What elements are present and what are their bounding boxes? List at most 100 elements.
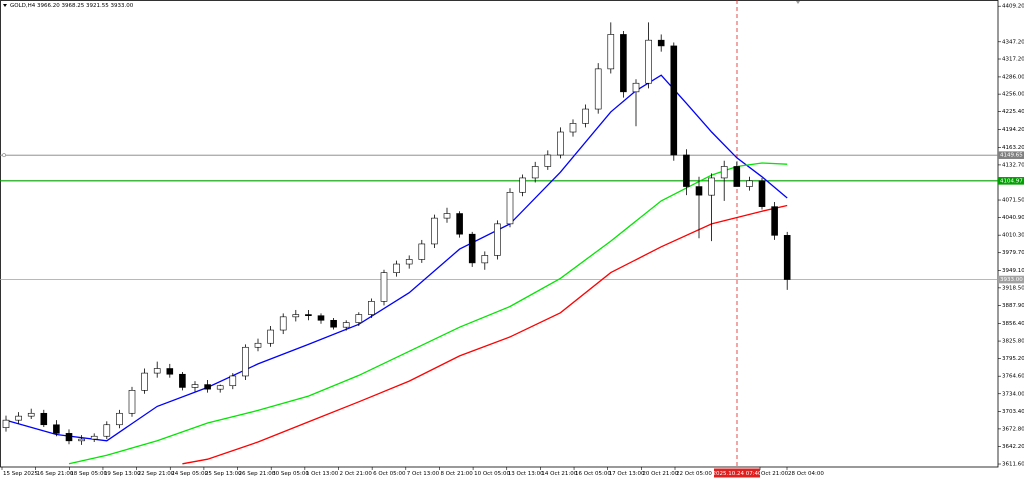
candle-body bbox=[456, 213, 463, 235]
x-tick-label: 2 Oct 21:00 bbox=[340, 471, 373, 477]
x-tick-label: 28 Oct 04:00 bbox=[788, 471, 824, 477]
candle-body bbox=[128, 390, 136, 414]
y-tick-label: 3642.20 bbox=[1002, 444, 1024, 450]
candle-body bbox=[2, 419, 10, 428]
price-label: 4104.97 bbox=[1000, 178, 1023, 184]
y-tick-label: 4010.30 bbox=[1002, 233, 1024, 239]
candle-body bbox=[65, 433, 73, 442]
price-label: 3933.00 bbox=[1000, 277, 1023, 283]
x-tick-label: 7 Oct 13:00 bbox=[407, 471, 440, 477]
y-tick-label: 3611.60 bbox=[1002, 462, 1024, 468]
y-tick-label: 4409.20 bbox=[1002, 4, 1024, 10]
candle-body bbox=[53, 424, 60, 434]
x-tick-label: 20 Oct 21:00 bbox=[642, 471, 678, 477]
y-tick-label: 3734.00 bbox=[1002, 391, 1024, 397]
candle-body bbox=[506, 191, 514, 225]
y-tick-label: 4286.00 bbox=[1002, 74, 1024, 80]
candle-body bbox=[443, 213, 451, 219]
y-tick-label: 4194.20 bbox=[1002, 127, 1024, 133]
candle-body bbox=[582, 108, 589, 124]
candle-body bbox=[645, 39, 652, 84]
candle-body bbox=[519, 177, 526, 193]
x-tick-label: 22 Oct 05:00 bbox=[676, 471, 712, 477]
candle-body bbox=[620, 34, 627, 93]
price-label-box bbox=[998, 275, 1024, 284]
y-tick-label: 3703.40 bbox=[1002, 409, 1024, 415]
x-tick-label: 15 Sep 2025 bbox=[3, 471, 38, 477]
x-tick-label: 6 Oct 05:00 bbox=[373, 471, 406, 477]
candle-body bbox=[746, 180, 753, 187]
x-tick-label: 30 Sep 05:00 bbox=[272, 471, 309, 477]
candle-body bbox=[531, 166, 539, 179]
y-tick-label: 3856.40 bbox=[1002, 321, 1024, 327]
y-tick-label: 4317.20 bbox=[1002, 57, 1024, 63]
candle-body bbox=[544, 154, 552, 167]
y-tick-label: 3672.80 bbox=[1002, 426, 1024, 432]
shift-marker bbox=[796, 1, 800, 4]
candle-body bbox=[216, 385, 224, 390]
candle-body bbox=[204, 384, 211, 390]
candle-body bbox=[279, 316, 287, 331]
y-tick-label: 3979.70 bbox=[1002, 250, 1024, 256]
candle-body bbox=[15, 415, 22, 421]
candle-body bbox=[783, 235, 791, 280]
x-tick-label: 16 Oct 05:00 bbox=[575, 471, 611, 477]
y-tick-label: 4163.20 bbox=[1002, 145, 1024, 151]
candle-body bbox=[657, 39, 665, 47]
candle-body bbox=[632, 82, 640, 93]
candle-body bbox=[103, 424, 111, 437]
candle-body bbox=[481, 255, 489, 264]
candle-body bbox=[191, 384, 199, 388]
x-tick-label: 22 Sep 21:00 bbox=[138, 471, 175, 477]
x-tick-label: 8 Oct 21:00 bbox=[440, 471, 473, 477]
chart-header: GOLD,H4 3966.20 3968.25 3921.55 3933.00 bbox=[10, 3, 134, 9]
candle-body bbox=[27, 412, 35, 417]
candle-body bbox=[342, 322, 350, 328]
candle-body bbox=[317, 315, 325, 321]
candle-body bbox=[330, 319, 337, 328]
candle-body bbox=[141, 372, 148, 391]
crosshair-label: 2025.10.24 07:40 bbox=[712, 471, 762, 477]
x-tick-label: 16 Sep 21:00 bbox=[37, 471, 74, 477]
candle-body bbox=[254, 342, 262, 348]
candle-body bbox=[771, 206, 778, 236]
x-tick-label: 24 Sep 05:00 bbox=[171, 471, 208, 477]
moving-average-line bbox=[5, 74, 788, 442]
line-anchor bbox=[2, 153, 6, 158]
candle-body bbox=[242, 346, 249, 377]
candle-body bbox=[90, 435, 98, 440]
y-tick-label: 4132.70 bbox=[1002, 162, 1024, 168]
candle-body bbox=[431, 217, 438, 245]
candle-body bbox=[594, 68, 602, 110]
x-tick-label: 10 Oct 05:00 bbox=[474, 471, 510, 477]
candle-body bbox=[733, 166, 741, 187]
x-tick-label: 13 Oct 13:00 bbox=[508, 471, 544, 477]
y-tick-label: 4347.20 bbox=[1002, 39, 1024, 45]
candle-body bbox=[267, 329, 274, 344]
y-tick-label: 3949.10 bbox=[1002, 268, 1024, 274]
y-tick-label: 3795.20 bbox=[1002, 356, 1024, 362]
x-tick-label: 14 Oct 21:00 bbox=[541, 471, 577, 477]
x-tick-label: 19 Sep 13:00 bbox=[104, 471, 141, 477]
candle-body bbox=[557, 131, 564, 156]
candle-body bbox=[305, 314, 312, 316]
menu-arrow bbox=[3, 4, 7, 7]
x-tick-label: 17 Oct 13:00 bbox=[609, 471, 645, 477]
y-tick-label: 4071.50 bbox=[1002, 198, 1024, 204]
candle-body bbox=[720, 166, 728, 179]
candle-body bbox=[418, 243, 426, 260]
candle-body bbox=[116, 412, 123, 426]
plot-area bbox=[0, 0, 998, 467]
candle-body bbox=[40, 412, 48, 426]
candle-body bbox=[153, 368, 161, 374]
price-label-box bbox=[998, 177, 1024, 185]
candle-body bbox=[468, 233, 476, 264]
x-tick-label: 1 Oct 13:00 bbox=[306, 471, 339, 477]
candle-body bbox=[380, 272, 388, 302]
y-tick-label: 4040.90 bbox=[1002, 215, 1024, 221]
x-tick-label: Oct 21:00 bbox=[761, 471, 789, 477]
y-tick-label: 4256.00 bbox=[1002, 92, 1024, 98]
x-tick-label: 25 Sep 13:00 bbox=[205, 471, 242, 477]
x-tick-label: 18 Sep 05:00 bbox=[70, 471, 107, 477]
